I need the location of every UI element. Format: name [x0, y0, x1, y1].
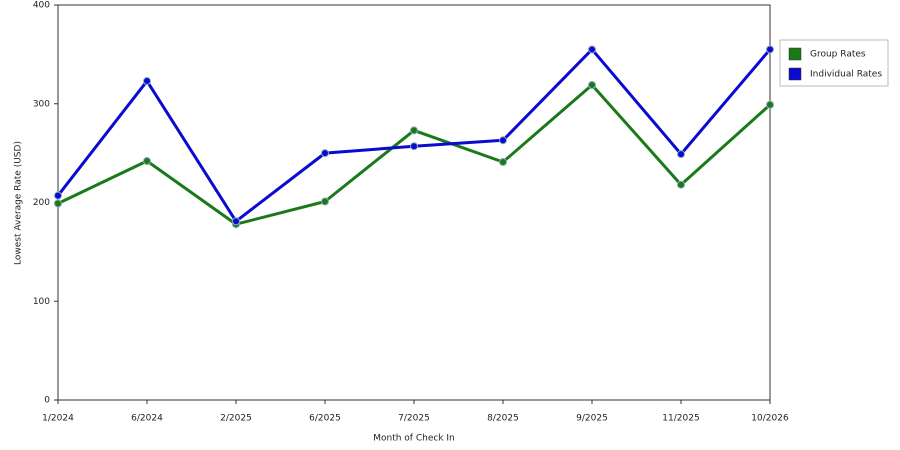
data-point — [499, 136, 507, 145]
x-tick-label: 11/2025 — [662, 414, 699, 424]
data-point — [143, 77, 151, 86]
y-tick-label: 400 — [33, 1, 50, 11]
x-tick-label: 7/2025 — [398, 414, 430, 424]
y-tick-label: 0 — [44, 396, 50, 406]
x-tick-label: 9/2025 — [576, 414, 608, 424]
data-point — [410, 142, 418, 151]
x-tick-label: 1/2024 — [42, 414, 74, 424]
data-point — [232, 217, 240, 226]
x-tick-label: 8/2025 — [487, 414, 519, 424]
x-tick-label: 2/2025 — [220, 414, 252, 424]
data-point — [766, 100, 774, 109]
data-point — [588, 80, 596, 89]
legend-swatch — [788, 67, 802, 81]
y-tick-label: 100 — [33, 297, 50, 307]
x-axis-title: Month of Check In — [373, 434, 455, 444]
y-tick-label: 300 — [33, 99, 50, 109]
x-tick-label: 10/2026 — [751, 414, 789, 424]
legend-label: Individual Rates — [810, 70, 882, 80]
y-tick-label: 200 — [33, 198, 50, 208]
data-point — [54, 191, 62, 200]
legend-swatch — [788, 47, 802, 61]
data-point — [410, 126, 418, 135]
x-tick-label: 6/2024 — [131, 414, 163, 424]
y-axis-title: Lowest Average Rate (USD) — [14, 141, 24, 265]
data-point — [588, 45, 596, 54]
data-point — [54, 199, 62, 208]
data-point — [321, 197, 329, 206]
data-point — [677, 180, 685, 189]
data-point — [499, 158, 507, 167]
x-tick-label: 6/2025 — [309, 414, 341, 424]
data-point — [143, 157, 151, 166]
data-point — [766, 45, 774, 54]
data-point — [321, 149, 329, 158]
plot-frame — [57, 4, 771, 401]
data-point — [677, 150, 685, 159]
legend-label: Group Rates — [810, 50, 866, 60]
